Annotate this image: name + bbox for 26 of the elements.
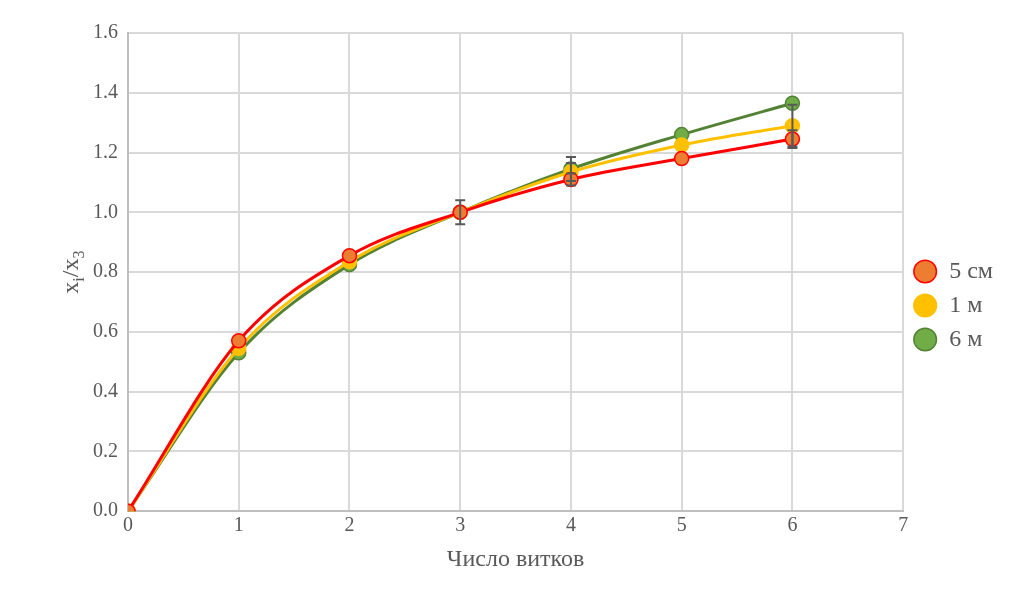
y-tick-label: 0.0 — [93, 498, 118, 521]
x-tick-label: 2 — [344, 513, 355, 536]
x-tick-label: 4 — [565, 513, 576, 536]
x-tick-label: 1 — [233, 513, 244, 536]
y-tick-label: 0.6 — [93, 319, 118, 342]
y-tick-label: 1.2 — [93, 139, 118, 162]
x-tick-label: 3 — [455, 513, 466, 536]
y-axis-title: xi/x3 — [57, 250, 87, 294]
y-tick-label: 1.0 — [93, 199, 118, 222]
y-tick-label: 1.4 — [93, 80, 118, 103]
x-tick-label: 0 — [123, 513, 133, 536]
legend-label: 5 см — [949, 256, 993, 283]
x-tick-label: 6 — [787, 513, 798, 536]
point — [230, 333, 247, 349]
legend-label: 1 м — [949, 290, 983, 317]
x-axis-title: Число витков — [446, 544, 585, 571]
point — [341, 247, 358, 264]
y-tick-label: 0.2 — [93, 438, 118, 461]
point — [673, 150, 690, 167]
x-tick-label: 5 — [676, 513, 687, 536]
point — [673, 137, 690, 153]
x-tick-label: 7 — [898, 513, 909, 536]
legend-label: 6 м — [949, 324, 983, 351]
y-tick-label: 0.8 — [93, 259, 118, 282]
y-tick-label: 0.4 — [93, 378, 118, 401]
y-tick-label: 1.6 — [93, 20, 118, 43]
